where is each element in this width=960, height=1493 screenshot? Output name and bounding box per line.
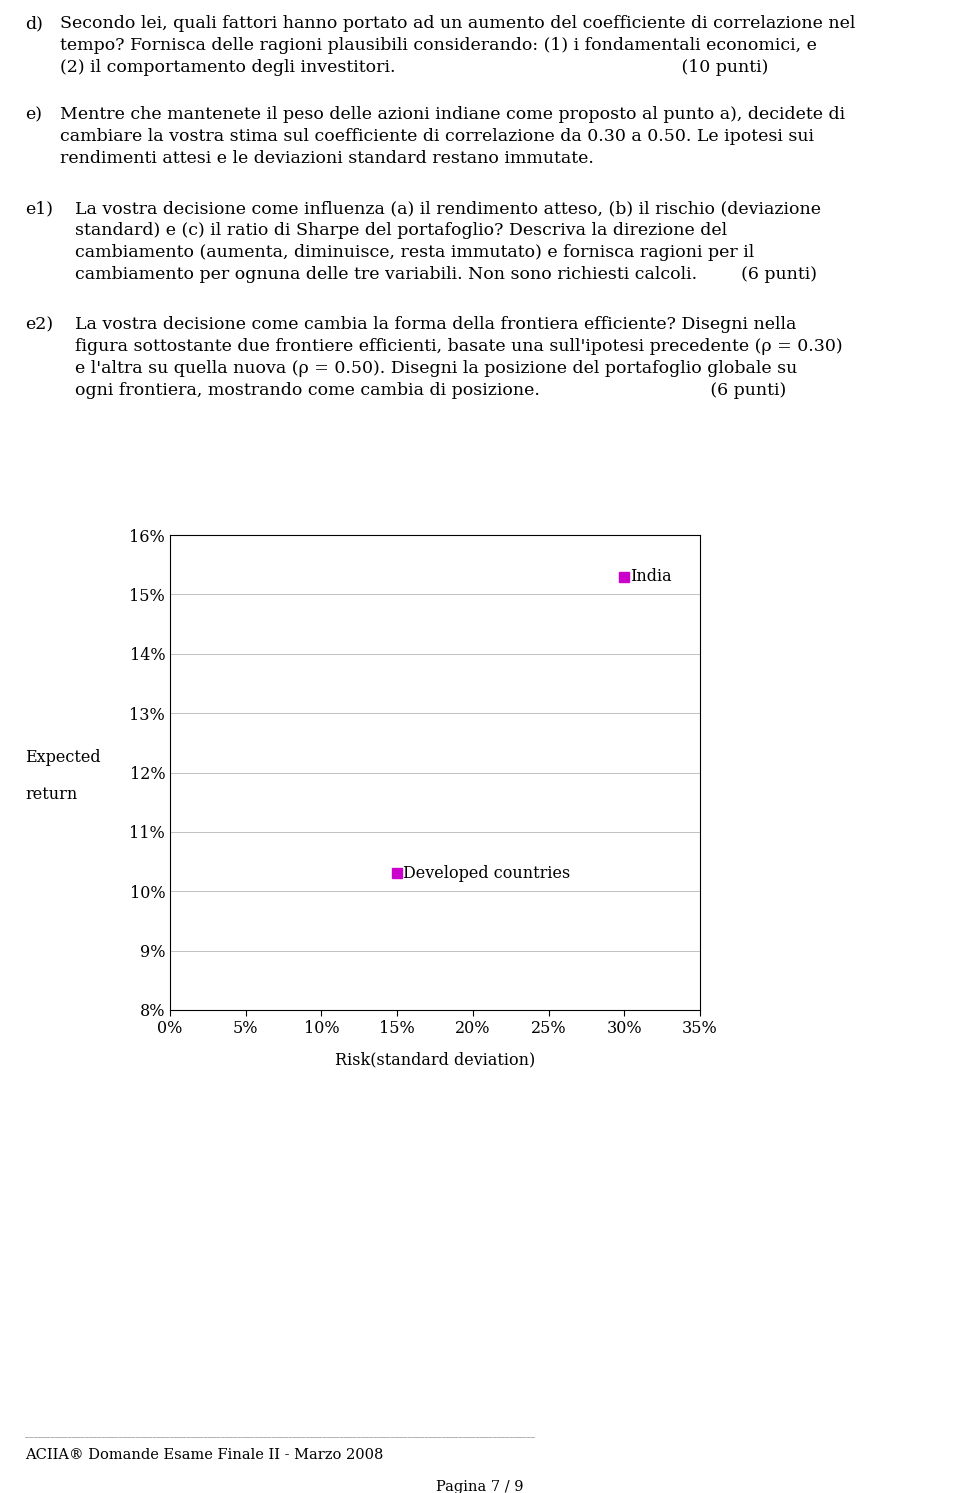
Text: Mentre che mantenete il peso delle azioni indiane come proposto al punto a), dec: Mentre che mantenete il peso delle azion… <box>60 106 845 122</box>
Text: Pagina 7 / 9: Pagina 7 / 9 <box>436 1480 524 1493</box>
Text: rendimenti attesi e le deviazioni standard restano immutate.: rendimenti attesi e le deviazioni standa… <box>60 149 594 167</box>
Text: ________________________________________________________________________________: ________________________________________… <box>25 1430 535 1438</box>
Text: tempo? Fornisca delle ragioni plausibili considerando: (1) i fondamentali econom: tempo? Fornisca delle ragioni plausibili… <box>60 37 817 54</box>
Text: (2) il comportamento degli investitori.                                         : (2) il comportamento degli investitori. <box>60 60 768 76</box>
Text: standard) e (c) il ratio di Sharpe del portafoglio? Descriva la direzione del: standard) e (c) il ratio di Sharpe del p… <box>75 222 727 239</box>
Text: ACIIA® Domande Esame Finale II - Marzo 2008: ACIIA® Domande Esame Finale II - Marzo 2… <box>25 1448 383 1462</box>
Text: ogni frontiera, mostrando come cambia di posizione.                             : ogni frontiera, mostrando come cambia di… <box>75 382 786 399</box>
Text: La vostra decisione come cambia la forma della frontiera efficiente? Disegni nel: La vostra decisione come cambia la forma… <box>75 317 797 333</box>
Text: La vostra decisione come influenza (a) il rendimento atteso, (b) il rischio (dev: La vostra decisione come influenza (a) i… <box>75 200 821 216</box>
Text: cambiamento (aumenta, diminuisce, resta immutato) e fornisca ragioni per il: cambiamento (aumenta, diminuisce, resta … <box>75 243 755 261</box>
Text: figura sottostante due frontiere efficienti, basate una sull'ipotesi precedente : figura sottostante due frontiere efficie… <box>75 337 843 355</box>
Text: cambiare la vostra stima sul coefficiente di correlazione da 0.30 a 0.50. Le ipo: cambiare la vostra stima sul coefficient… <box>60 128 814 145</box>
Text: Expected: Expected <box>25 749 101 766</box>
Text: return: return <box>25 787 77 803</box>
Text: d): d) <box>25 15 43 31</box>
Text: e l'altra su quella nuova (ρ = 0.50). Disegni la posizione del portafoglio globa: e l'altra su quella nuova (ρ = 0.50). Di… <box>75 360 797 378</box>
Text: e2): e2) <box>25 317 53 333</box>
Text: India: India <box>631 567 672 585</box>
Text: e1): e1) <box>25 200 53 216</box>
X-axis label: Risk(standard deviation): Risk(standard deviation) <box>335 1051 535 1069</box>
Text: cambiamento per ognuna delle tre variabili. Non sono richiesti calcoli.        (: cambiamento per ognuna delle tre variabi… <box>75 266 817 284</box>
Text: Secondo lei, quali fattori hanno portato ad un aumento del coefficiente di corre: Secondo lei, quali fattori hanno portato… <box>60 15 855 31</box>
Text: e): e) <box>25 106 42 122</box>
Text: Developed countries: Developed countries <box>403 864 570 882</box>
